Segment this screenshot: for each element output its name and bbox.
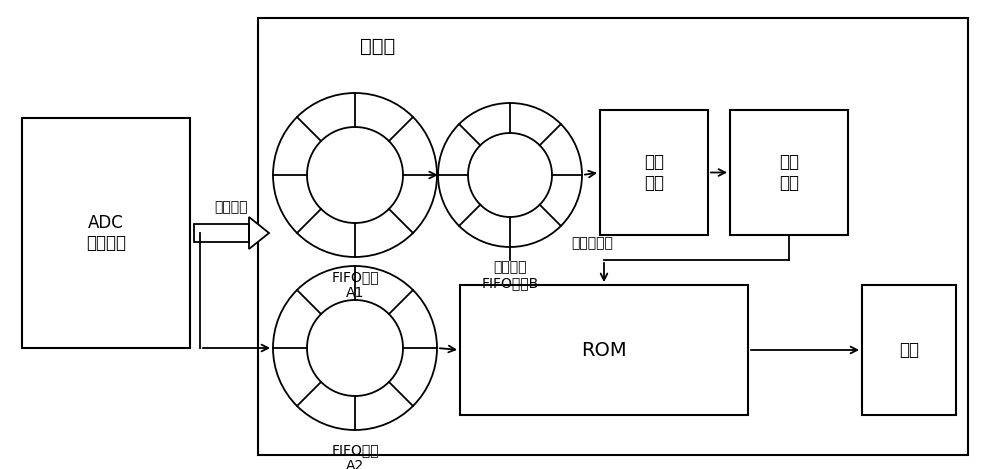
Text: 数据
识别: 数据 识别 <box>779 153 799 192</box>
Text: ADC
采集电路: ADC 采集电路 <box>86 213 126 252</box>
Bar <box>22 118 190 348</box>
Bar <box>460 285 748 415</box>
Circle shape <box>273 266 437 430</box>
Circle shape <box>273 93 437 257</box>
Text: 显示: 显示 <box>899 341 919 359</box>
Circle shape <box>438 103 582 247</box>
Polygon shape <box>194 217 269 249</box>
Bar <box>258 18 968 455</box>
Bar <box>730 110 848 235</box>
Text: 二阶
微分: 二阶 微分 <box>644 153 664 192</box>
Text: FIFO缓存
A1: FIFO缓存 A1 <box>331 270 379 300</box>
Bar <box>600 110 708 235</box>
Text: 微短路事件: 微短路事件 <box>571 236 613 250</box>
Text: 电压信号: 电压信号 <box>215 200 248 214</box>
Text: 处理器: 处理器 <box>360 37 396 55</box>
Text: FIFO缓存
A2: FIFO缓存 A2 <box>331 443 379 469</box>
Bar <box>862 285 956 415</box>
Text: ROM: ROM <box>581 340 627 360</box>
Text: 一阶微分
FIFO缓存B: 一阶微分 FIFO缓存B <box>481 260 539 290</box>
